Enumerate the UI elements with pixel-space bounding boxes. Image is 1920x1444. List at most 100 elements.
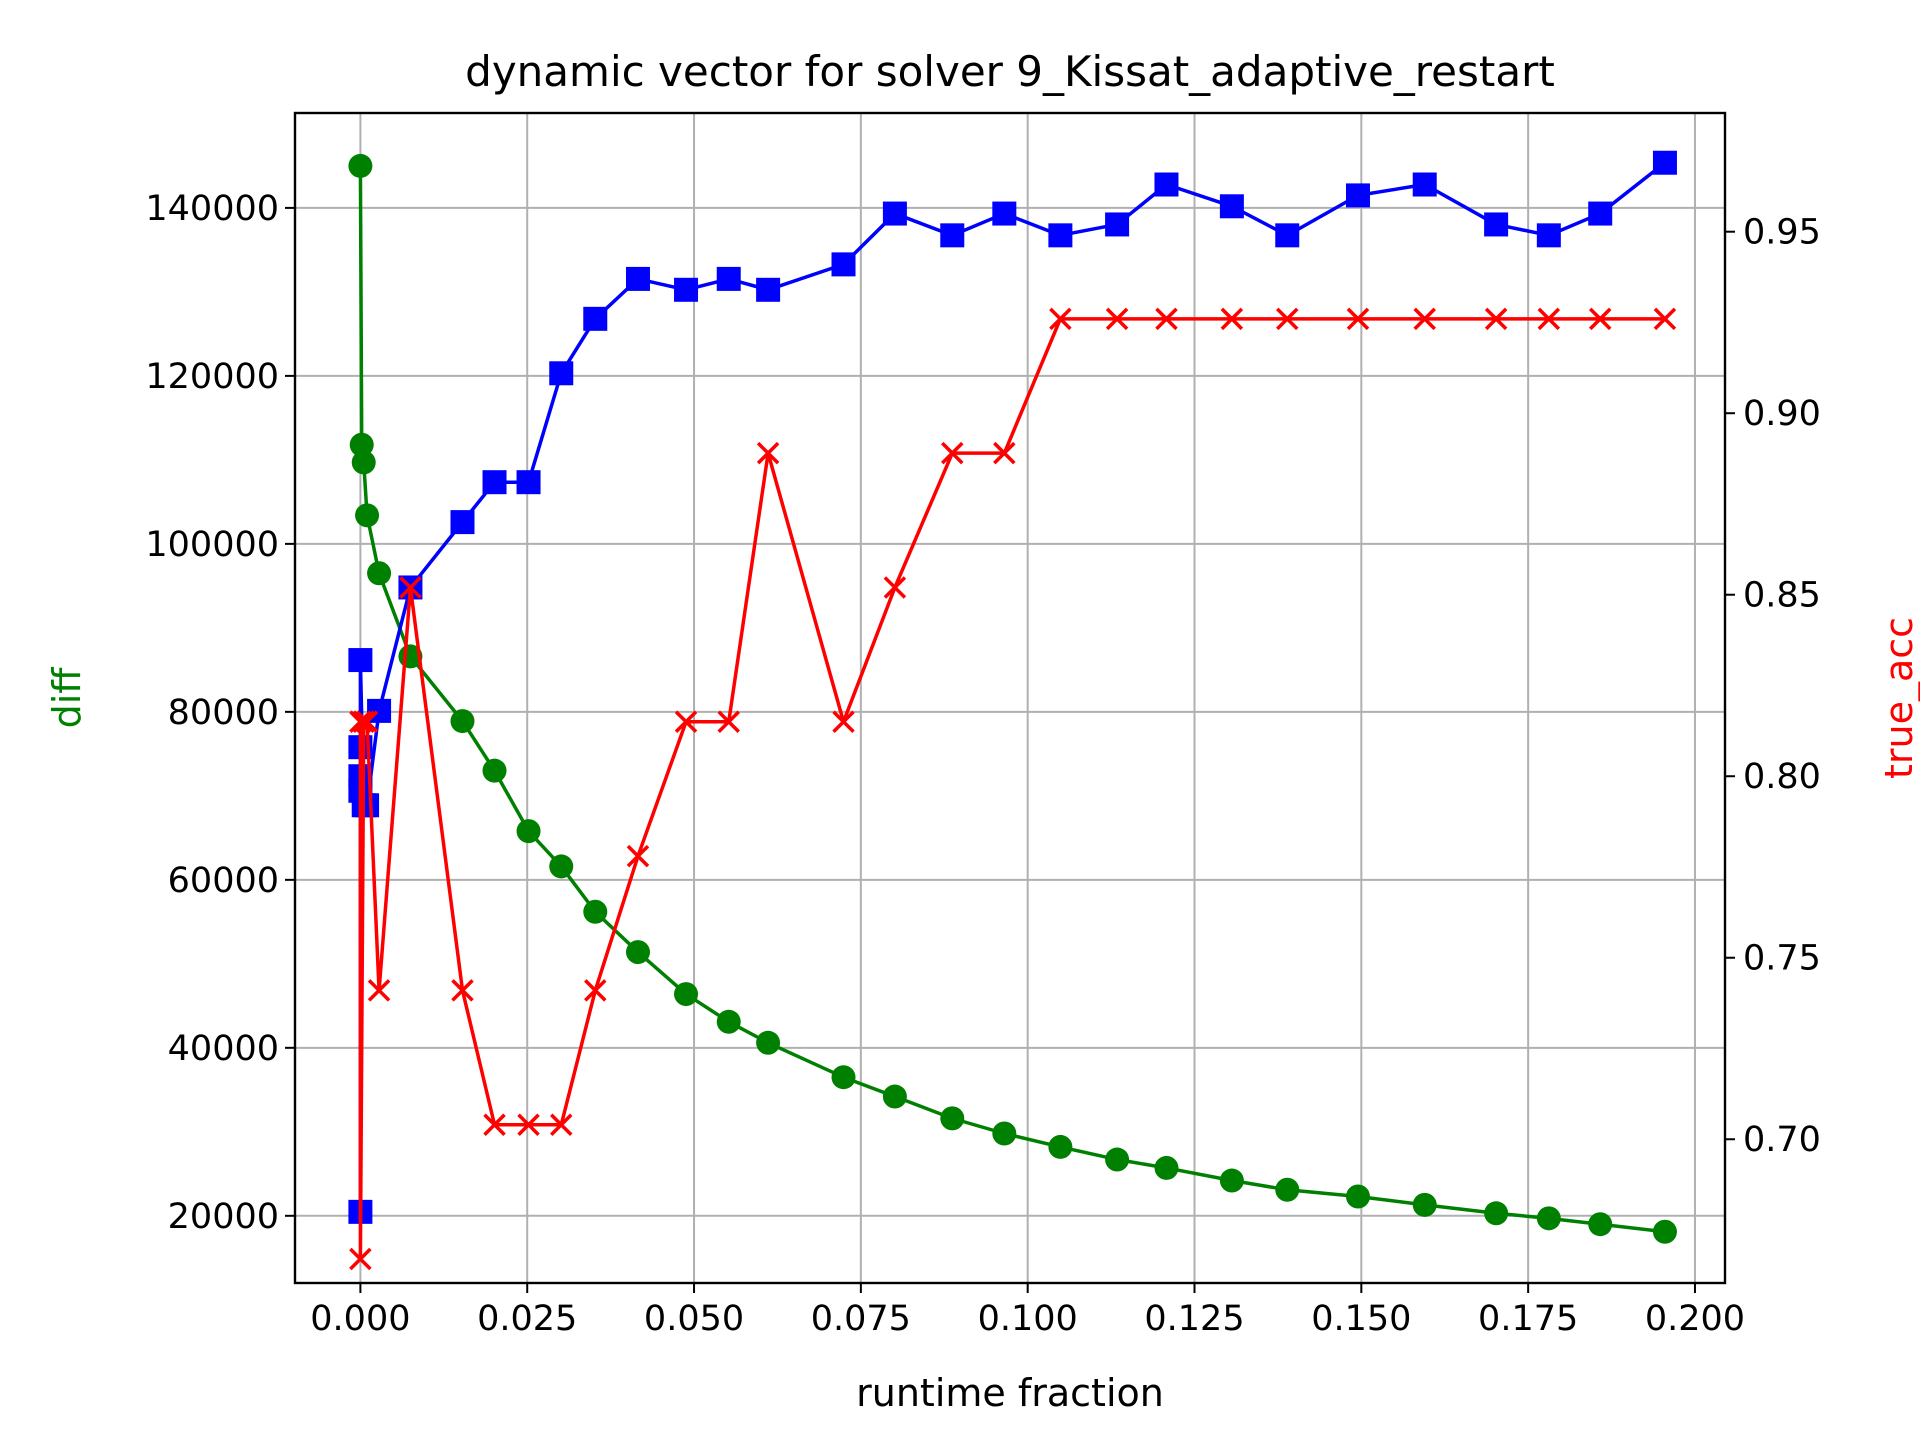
data-point-x [1276, 307, 1299, 331]
data-point-circle [549, 854, 574, 879]
data-point-circle [674, 982, 699, 1007]
data-point-square [1154, 172, 1179, 197]
data-point-circle [756, 1030, 781, 1055]
series-line-x [358, 317, 1665, 1261]
data-point-circle [1345, 1184, 1370, 1209]
data-point-square [1275, 223, 1300, 248]
data-point-x [550, 1113, 573, 1136]
data-point-circle [716, 1009, 741, 1034]
left-y-tick-label: 60000 [168, 861, 279, 901]
series-layer [348, 150, 1677, 1271]
data-point-square [516, 470, 541, 495]
data-point-x [1049, 307, 1072, 331]
series-square-group [348, 150, 1677, 1224]
right-y-tick-label: 0.70 [1743, 1120, 1821, 1160]
data-point-x [717, 710, 740, 734]
data-point-square [716, 266, 741, 291]
data-point-square [348, 648, 373, 673]
data-point-x [941, 441, 964, 465]
data-point-circle [940, 1106, 965, 1131]
data-point-x [355, 710, 379, 734]
data-point-circle [367, 561, 392, 586]
x-tick-label: 0.100 [978, 1299, 1078, 1339]
data-point-circle [1652, 1219, 1677, 1244]
x-tick-label: 0.050 [644, 1299, 744, 1339]
left-y-axis-label: diff [45, 667, 89, 729]
data-point-circle [351, 450, 376, 475]
data-point-x [349, 1247, 372, 1271]
data-point-circle [583, 899, 608, 924]
left-y-tick-label: 80000 [168, 693, 279, 733]
left-y-tick-label: 140000 [145, 189, 279, 229]
data-point-square [940, 223, 965, 248]
data-point-x [349, 710, 372, 734]
data-point-square [583, 306, 608, 331]
data-point-square [1219, 194, 1244, 219]
data-point-square [831, 252, 856, 277]
data-point-x [517, 1113, 540, 1136]
data-point-square [1484, 212, 1509, 237]
x-tick-label: 0.150 [1311, 1299, 1411, 1339]
data-point-x [626, 844, 650, 868]
data-point-square [756, 277, 781, 302]
right-y-axis-label: true_acc [1877, 617, 1920, 779]
data-point-square [549, 361, 574, 386]
data-point-circle [355, 503, 380, 528]
data-point-square [1105, 212, 1130, 237]
right-y-tick-label: 0.95 [1743, 213, 1821, 253]
data-point-circle [1048, 1134, 1073, 1159]
data-point-circle [1412, 1192, 1437, 1217]
data-point-circle [349, 432, 374, 457]
data-point-x [756, 441, 780, 465]
x-tick-label: 0.125 [1144, 1299, 1244, 1339]
data-point-circle [516, 819, 541, 844]
data-point-circle [1484, 1201, 1509, 1226]
series-x-group [349, 307, 1677, 1271]
data-point-x [1653, 307, 1677, 331]
right-y-tick-label: 0.80 [1743, 757, 1821, 797]
data-point-x [399, 576, 422, 599]
data-point-square [625, 266, 650, 291]
data-point-x [1413, 307, 1436, 331]
right-y-tick-label: 0.90 [1743, 394, 1821, 434]
data-point-square [674, 277, 699, 302]
x-tick-label: 0.000 [310, 1299, 410, 1339]
right-y-tick-label: 0.85 [1743, 576, 1821, 616]
data-point-x [1220, 307, 1244, 331]
left-y-tick-label: 100000 [145, 525, 279, 565]
data-point-circle [348, 153, 373, 178]
data-point-x [1588, 307, 1612, 331]
data-point-circle [1219, 1168, 1244, 1193]
left-y-tick-label: 40000 [168, 1029, 279, 1069]
data-point-circle [992, 1121, 1017, 1146]
data-point-square [1345, 183, 1370, 208]
data-point-x [883, 576, 907, 599]
data-point-x [1484, 307, 1508, 331]
data-point-x [1105, 307, 1129, 331]
x-tick-label: 0.025 [477, 1299, 577, 1339]
data-point-x [367, 979, 391, 1002]
data-point-x [993, 441, 1016, 465]
data-point-x [584, 979, 607, 1002]
data-point-square [1048, 223, 1073, 248]
data-point-square [1588, 201, 1613, 226]
left-y-tick-label: 120000 [145, 357, 279, 397]
data-point-square [1652, 150, 1677, 175]
data-point-square [882, 201, 907, 226]
x-tick-label: 0.175 [1478, 1299, 1578, 1339]
data-point-x [674, 710, 698, 734]
axis-ticks: 0.000 0.025 0.050 0.075 0.100 0.125 0.150 0.175… [145, 189, 1821, 1339]
chart-title: dynamic vector for solver 9_Kissat_adapt… [465, 47, 1555, 96]
data-point-circle [1536, 1206, 1561, 1231]
plot-frame [293, 111, 1727, 1285]
data-point-x [352, 710, 375, 734]
data-point-x [1155, 307, 1178, 331]
data-point-x [483, 1113, 506, 1136]
data-point-square [1412, 172, 1437, 197]
data-point-circle [882, 1084, 907, 1109]
data-point-x [451, 979, 474, 1002]
data-point-circle [1105, 1147, 1130, 1172]
data-point-x [832, 710, 855, 734]
